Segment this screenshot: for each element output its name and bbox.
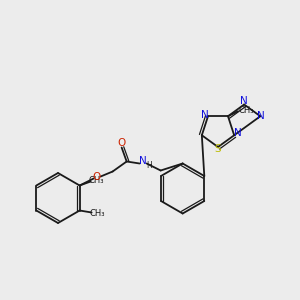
Text: N: N (257, 111, 265, 121)
Text: N: N (201, 110, 209, 120)
Text: O: O (92, 172, 101, 182)
Text: N: N (240, 97, 248, 106)
Text: N: N (139, 157, 146, 166)
Text: CH₃: CH₃ (90, 209, 105, 218)
Text: CH₃: CH₃ (89, 176, 104, 185)
Text: CH₃: CH₃ (238, 106, 254, 115)
Text: S: S (215, 144, 221, 154)
Text: H: H (146, 161, 152, 170)
Text: O: O (118, 139, 126, 148)
Text: N: N (234, 128, 242, 138)
